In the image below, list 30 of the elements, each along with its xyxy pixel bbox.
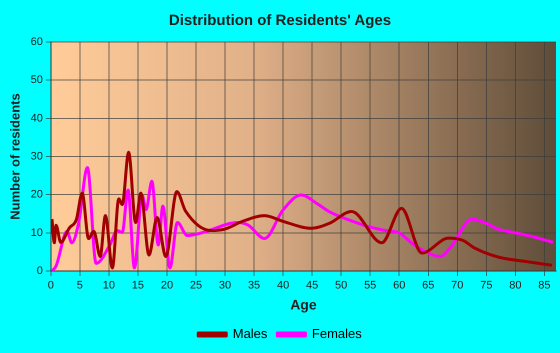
- y-tick-label: 20: [30, 188, 43, 201]
- x-tick-label: 75: [480, 280, 492, 292]
- legend-label: Males: [232, 326, 268, 342]
- x-tick-label: 25: [190, 280, 202, 292]
- y-tick-label: 50: [30, 74, 43, 86]
- y-tick-label: 40: [30, 112, 43, 124]
- y-axis-title: Number of residents: [7, 93, 22, 220]
- x-tick-label: 55: [364, 280, 376, 292]
- x-tick-label: 85: [538, 280, 551, 292]
- x-tick-label: 15: [132, 280, 144, 292]
- y-tick-label: 60: [30, 36, 43, 48]
- x-tick-label: 35: [248, 280, 260, 292]
- x-axis-title: Age: [290, 296, 317, 312]
- x-tick-label: 0: [48, 280, 54, 292]
- x-tick-label: 50: [335, 280, 348, 292]
- y-tick-label: 30: [30, 150, 43, 163]
- x-tick-label: 70: [451, 280, 464, 292]
- x-tick-label: 40: [276, 280, 290, 292]
- x-tick-label: 60: [393, 280, 406, 292]
- x-tick-label: 10: [102, 280, 116, 292]
- x-tick-label: 80: [509, 280, 522, 292]
- y-tick-label: 10: [30, 226, 43, 239]
- x-tick-label: 30: [218, 280, 232, 292]
- x-tick-label: 20: [160, 280, 174, 292]
- x-tick-label: 5: [76, 280, 83, 292]
- chart-title: Distribution of Residents' Ages: [168, 12, 392, 30]
- legend-label: Females: [312, 326, 362, 342]
- y-tick-label: 0: [36, 265, 43, 278]
- x-tick-label: 65: [422, 280, 434, 292]
- x-tick-label: 45: [306, 280, 318, 292]
